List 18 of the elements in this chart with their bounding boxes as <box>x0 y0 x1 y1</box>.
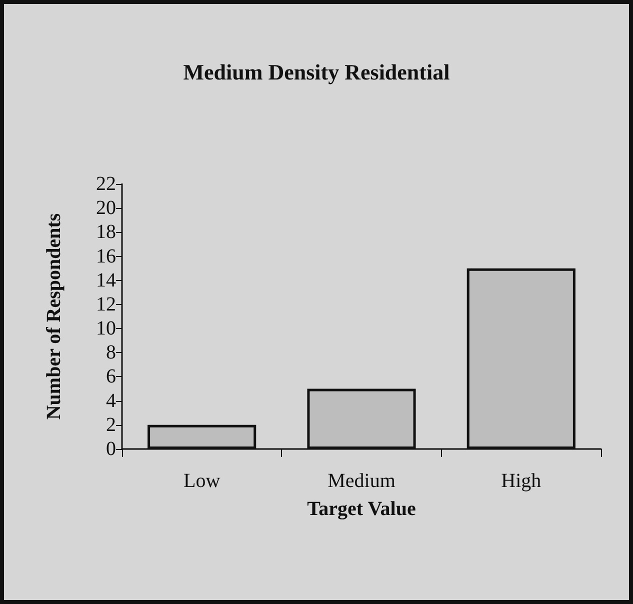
y-tick-label: 16 <box>96 245 116 268</box>
y-tick-label: 12 <box>96 293 116 316</box>
chart-title: Medium Density Residential <box>183 60 450 84</box>
y-tick-label: 0 <box>106 438 116 460</box>
y-tick-label: 20 <box>96 197 116 220</box>
y-tick-label: 6 <box>106 366 116 388</box>
x-tick-label: High <box>501 470 542 492</box>
y-tick-label: 8 <box>106 342 116 364</box>
y-axis-title: Number of Respondents <box>43 213 65 420</box>
y-tick-label: 14 <box>96 269 116 292</box>
x-tick-label: Medium <box>328 470 396 492</box>
y-tick-label: 18 <box>96 221 116 244</box>
y-tick-label: 4 <box>106 390 116 412</box>
y-tick-label: 22 <box>96 173 116 195</box>
y-tick-label: 10 <box>96 318 116 340</box>
x-axis-title: Target Value <box>307 498 416 520</box>
y-tick-label: 2 <box>106 414 116 436</box>
x-tick-label: Low <box>183 470 221 492</box>
